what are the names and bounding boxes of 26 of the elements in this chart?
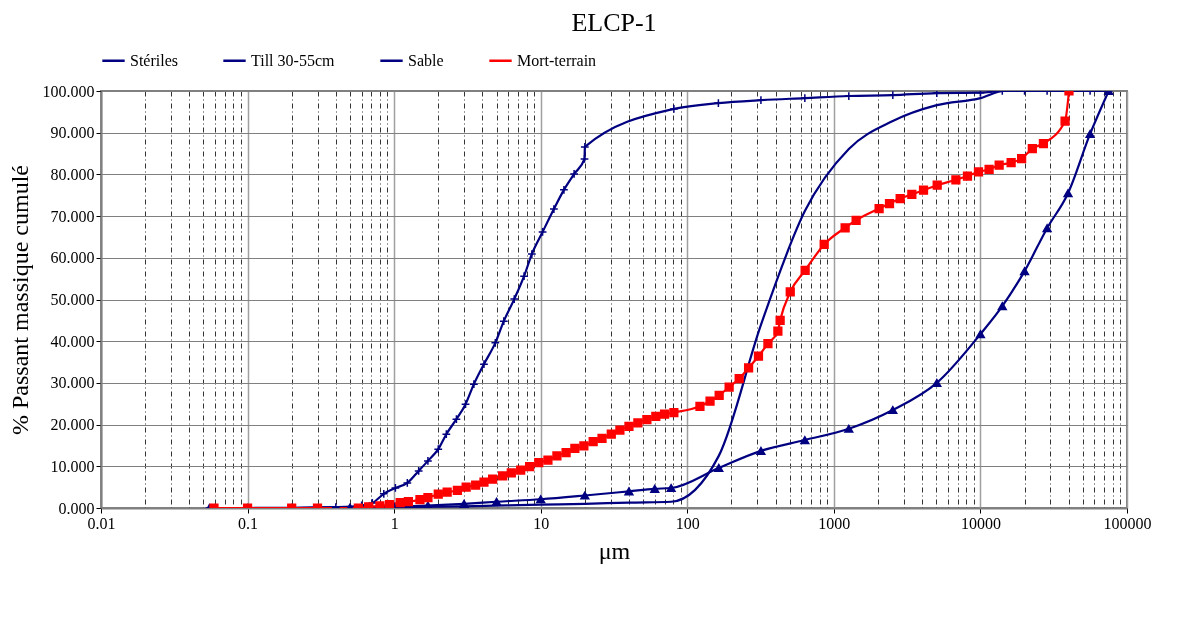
x-tick-label: 1 — [390, 514, 399, 532]
chart-title: ELCP-1 — [571, 8, 657, 37]
y-tick-label: 20.000 — [50, 416, 95, 434]
x-tick-label: 0.01 — [87, 514, 116, 532]
legend-label: Till 30-55cm — [251, 51, 335, 69]
x-tick-label: 10 — [533, 514, 550, 532]
x-tick-label: 10000 — [960, 514, 1001, 532]
x-axis-title: μm — [598, 537, 631, 564]
y-tick-label: 40.000 — [50, 332, 95, 350]
x-tick-label: 1000 — [818, 514, 851, 532]
y-tick-label: 50.000 — [50, 291, 95, 308]
y-tick-label: 70.000 — [50, 207, 95, 225]
x-tick-label: 0.1 — [238, 514, 259, 532]
y-tick-label: 10.000 — [50, 457, 95, 475]
y-tick-label: 90.000 — [50, 124, 95, 142]
y-axis-title: % Passant massique cumulé — [6, 165, 33, 435]
y-tick-label: 60.000 — [50, 249, 95, 267]
y-tick-label: 30.000 — [50, 374, 95, 392]
x-tick-label: 100 — [675, 514, 700, 532]
x-tick-label: 100000 — [1103, 514, 1152, 532]
legend-label: Stériles — [130, 51, 178, 69]
y-tick-label: 100.000 — [42, 82, 95, 100]
y-tick-label: 80.000 — [50, 165, 95, 183]
legend-label: Mort-terrain — [517, 51, 597, 69]
legend-label: Sable — [408, 51, 444, 69]
y-tick-label: 0.000 — [58, 499, 95, 517]
